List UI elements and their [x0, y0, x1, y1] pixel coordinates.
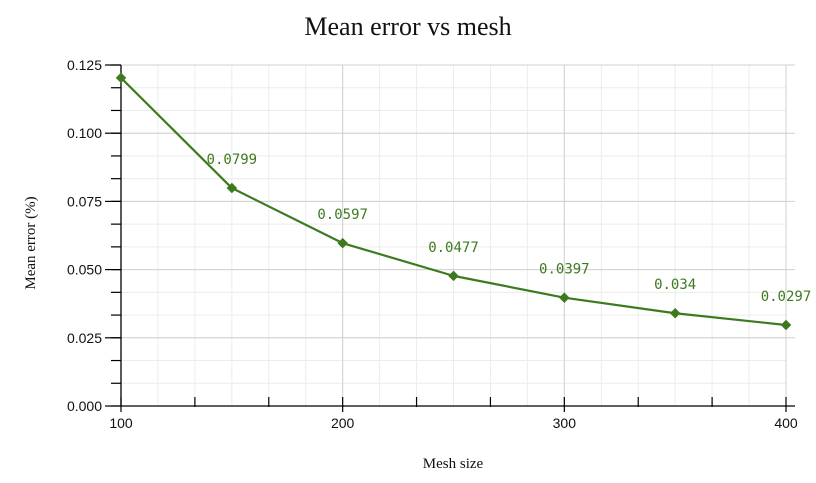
data-point-marker [337, 237, 349, 249]
chart-title: Mean error vs mesh [304, 12, 511, 41]
y-tick-label: 0.000 [67, 398, 102, 414]
data-label: 0.0397 [539, 262, 590, 278]
y-tick-label: 0.050 [67, 262, 102, 278]
data-point-marker [226, 182, 238, 194]
data-label: 0.034 [654, 277, 696, 293]
data-point-marker [115, 72, 127, 84]
y-tick-label: 0.100 [67, 125, 102, 141]
x-axis-label: Mesh size [423, 456, 484, 472]
data-point-marker [448, 270, 459, 282]
y-axis-label: Mean error (%) [23, 196, 39, 289]
data-point-marker [669, 307, 681, 319]
series-group: 0.0799 0.0597 0.0477 0.0397 0.034 0.0297 [115, 72, 812, 331]
y-tick-label: 0.075 [67, 193, 102, 209]
data-label: 0.0477 [428, 240, 479, 256]
x-tick-label: 100 [109, 415, 133, 431]
data-point-marker [780, 319, 792, 331]
x-tick-label: 300 [553, 415, 577, 431]
data-label: 0.0597 [317, 207, 368, 223]
x-axis-ticks: 100 200 300 400 [109, 397, 798, 431]
data-label: 0.0297 [761, 289, 812, 305]
x-tick-label: 200 [331, 415, 355, 431]
y-axis-ticks: 0.000 0.025 0.050 0.075 0.100 0.125 [67, 57, 121, 414]
grid [120, 64, 795, 407]
data-label: 0.0799 [207, 152, 258, 168]
axes [120, 65, 795, 407]
x-tick-label: 400 [774, 415, 798, 431]
data-point-marker [558, 292, 570, 304]
y-tick-label: 0.125 [67, 57, 102, 73]
y-tick-label: 0.025 [67, 330, 102, 346]
